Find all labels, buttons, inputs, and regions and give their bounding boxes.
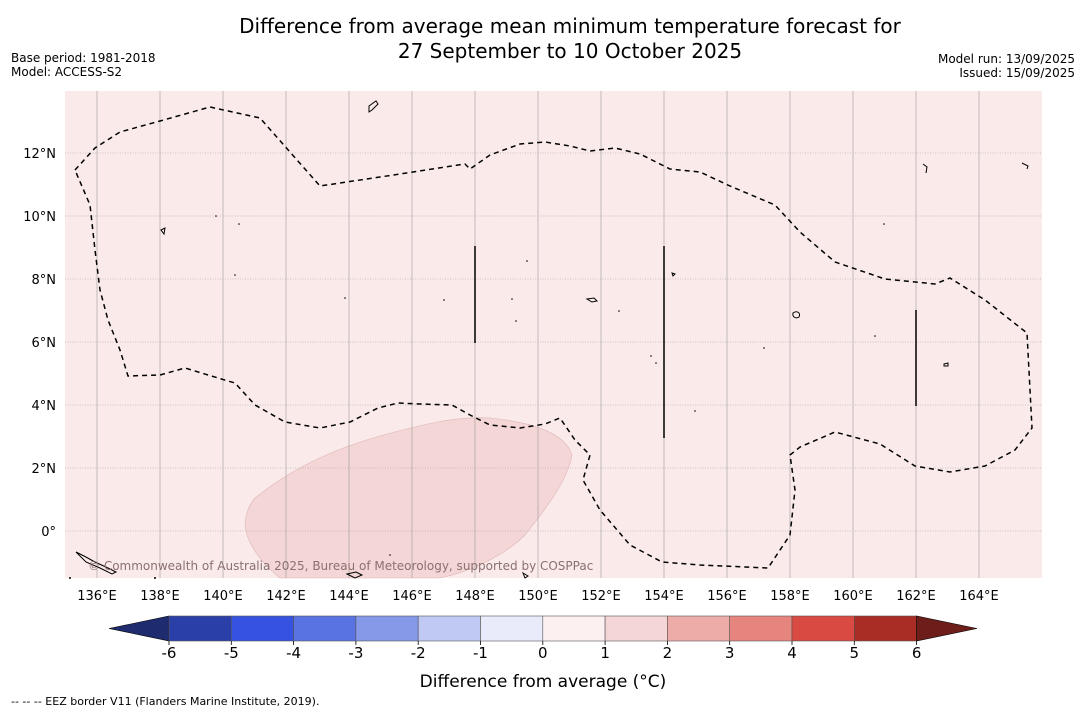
colorbar-bin bbox=[729, 615, 793, 642]
island-guam bbox=[368, 100, 379, 113]
longitude-labels: 136°E 138°E 140°E 142°E 144°E 146°E 148°E 150°E… bbox=[77, 589, 999, 604]
island-dots bbox=[69, 215, 885, 579]
colorbar-tick-label: -6 bbox=[162, 644, 177, 662]
colorbar-tick-label: 1 bbox=[600, 644, 610, 662]
longitude-label: 148°E bbox=[455, 589, 495, 604]
island-small-4 bbox=[671, 272, 676, 277]
colorbar-tick-label: 3 bbox=[725, 644, 735, 662]
island-bougainville-reef bbox=[345, 571, 364, 579]
longitude-label: 156°E bbox=[707, 589, 747, 604]
colorbar-bin bbox=[667, 615, 731, 642]
island-pohnpei bbox=[792, 311, 800, 319]
longitude-label: 164°E bbox=[959, 589, 999, 604]
latitude-label: 6°N bbox=[32, 336, 57, 351]
colorbar-over-arrow bbox=[916, 615, 978, 642]
colorbar-tick-label: -4 bbox=[286, 644, 301, 662]
longitude-label: 152°E bbox=[581, 589, 621, 604]
colorbar-tick-label: 2 bbox=[663, 644, 673, 662]
latitude-label: 0° bbox=[41, 525, 56, 540]
colorbar-bin bbox=[168, 615, 232, 642]
colorbar-bin bbox=[231, 615, 294, 642]
colorbar-tick-label: -3 bbox=[348, 644, 363, 662]
island-png bbox=[75, 551, 118, 575]
latitude-labels: 12°N 10°N 8°N 6°N 4°N 2°N 0° bbox=[23, 147, 56, 540]
colorbar-tick-label: 5 bbox=[850, 644, 860, 662]
map-panel bbox=[65, 91, 1042, 578]
colorbar-tick-label: -2 bbox=[411, 644, 426, 662]
latitude-label: 2°N bbox=[32, 462, 57, 477]
meta-right: Model run: 13/09/2025 Issued: 15/09/2025 bbox=[938, 52, 1075, 80]
colorbar-bin bbox=[293, 615, 357, 642]
colorbar-bin bbox=[480, 615, 544, 642]
copyright-notice: © Commonwealth of Australia 2025, Bureau… bbox=[88, 559, 593, 573]
issued-date: Issued: 15/09/2025 bbox=[959, 66, 1075, 80]
eez-footnote: -- -- -- EEZ border V11 (Flanders Marine… bbox=[11, 695, 320, 708]
colorbar-tick-label: -1 bbox=[473, 644, 488, 662]
warm-anomaly-region bbox=[244, 417, 573, 579]
model-run: Model run: 13/09/2025 bbox=[937, 52, 1075, 66]
latitude-label: 10°N bbox=[23, 210, 56, 225]
title-line-1: Difference from average mean minimum tem… bbox=[239, 14, 901, 38]
island-yap bbox=[160, 227, 166, 236]
latitude-label: 4°N bbox=[32, 399, 57, 414]
colorbar-tick-label: 0 bbox=[538, 644, 548, 662]
eez-border bbox=[74, 106, 1033, 569]
longitude-label: 136°E bbox=[77, 589, 117, 604]
colorbar-bin bbox=[542, 615, 606, 642]
longitude-label: 160°E bbox=[833, 589, 873, 604]
colorbar bbox=[108, 615, 978, 642]
colorbar-bin bbox=[604, 615, 668, 642]
latitude-label: 8°N bbox=[32, 273, 57, 288]
colorbar-tick-label: 4 bbox=[787, 644, 797, 662]
colorbar-under-arrow bbox=[108, 615, 170, 642]
colorbar-bin bbox=[417, 615, 481, 642]
base-period: Base period: 1981-2018 bbox=[11, 51, 156, 65]
longitude-label: 138°E bbox=[140, 589, 180, 604]
colorbar-tick-label: 6 bbox=[912, 644, 922, 662]
islands bbox=[75, 100, 1029, 579]
map-title: Difference from average mean minimum tem… bbox=[0, 14, 1085, 64]
longitude-label: 150°E bbox=[518, 589, 558, 604]
colorbar-bin bbox=[791, 615, 855, 642]
latitude-label: 12°N bbox=[23, 147, 56, 162]
meta-left: Base period: 1981-2018 Model: ACCESS-S2 bbox=[11, 51, 156, 79]
longitude-label: 158°E bbox=[770, 589, 810, 604]
model-name: Model: ACCESS-S2 bbox=[11, 65, 123, 79]
longitude-label: 154°E bbox=[644, 589, 684, 604]
colorbar-ticks: -6 -5 -4 -3 -2 -1 0 1 2 3 4 5 6 bbox=[162, 641, 922, 662]
island-kosrae bbox=[943, 362, 949, 367]
island-chuuk bbox=[585, 297, 599, 303]
longitude-label: 146°E bbox=[392, 589, 432, 604]
island-small-2 bbox=[1021, 162, 1029, 170]
longitude-label: 144°E bbox=[329, 589, 369, 604]
island-small-3 bbox=[922, 163, 928, 174]
longitude-label: 140°E bbox=[203, 589, 243, 604]
colorbar-bin bbox=[853, 615, 917, 642]
island-small-1 bbox=[521, 571, 529, 579]
colorbar-bin bbox=[355, 615, 419, 642]
colorbar-label: Difference from average (°C) bbox=[420, 672, 667, 692]
longitude-label: 142°E bbox=[266, 589, 306, 604]
longitude-label: 162°E bbox=[896, 589, 936, 604]
colorbar-tick-label: -5 bbox=[224, 644, 239, 662]
title-line-2: 27 September to 10 October 2025 bbox=[397, 39, 743, 63]
